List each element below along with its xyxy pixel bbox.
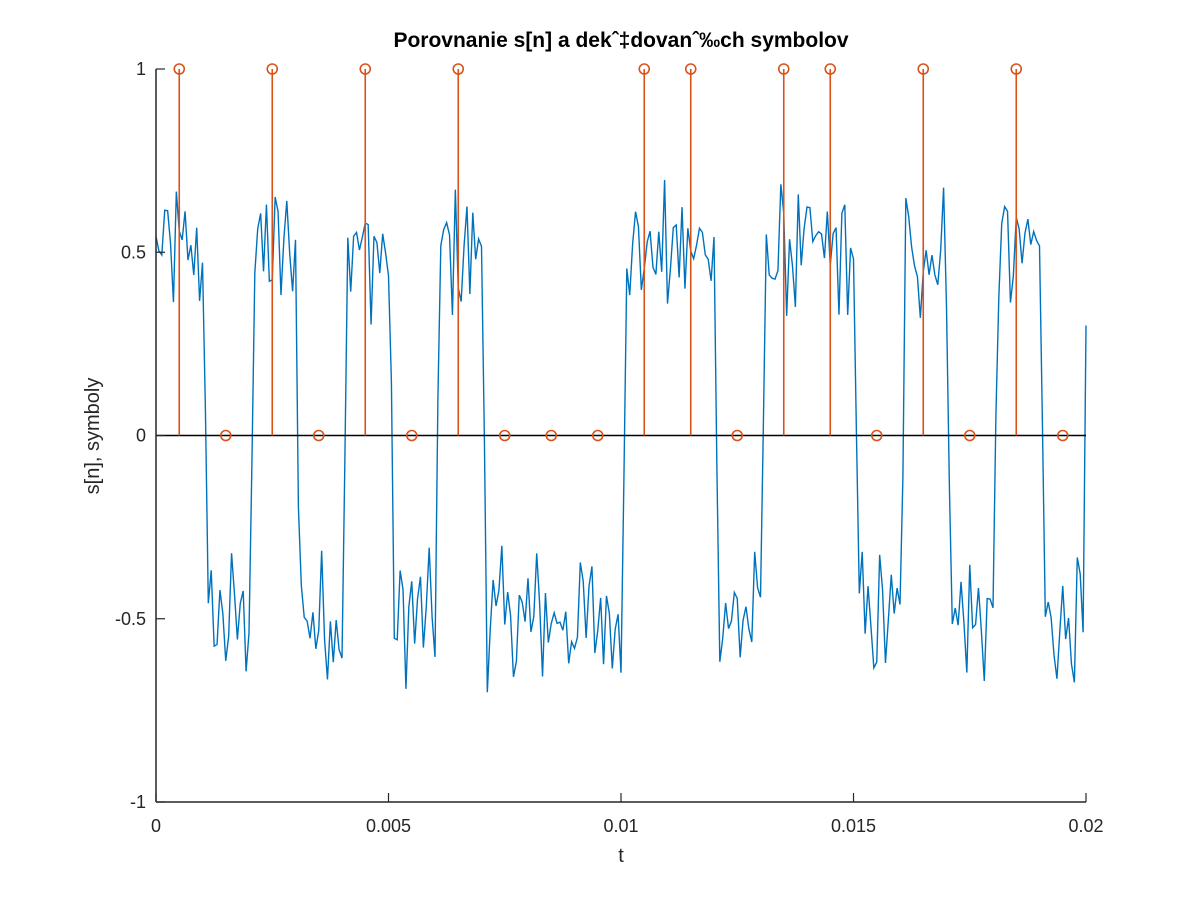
x-tick-label: 0.01 xyxy=(603,816,638,836)
x-tick-label: 0.005 xyxy=(366,816,411,836)
x-axis-label: t xyxy=(618,845,624,867)
symbol-marker xyxy=(777,63,790,75)
symbol-marker xyxy=(1056,429,1069,442)
signal-layer xyxy=(155,179,1087,693)
symbol-marker xyxy=(731,429,744,442)
x-tick-label: 0 xyxy=(151,816,161,836)
symbol-marker xyxy=(1010,63,1023,75)
symbol-marker xyxy=(917,63,930,75)
symbol-marker xyxy=(963,429,976,442)
plot-area: 0 0.005 0.01 0.015 0.02 -1 -0.5 0 0.5 1 xyxy=(115,59,1104,836)
symbol-marker xyxy=(452,63,465,75)
symbol-marker xyxy=(638,63,651,75)
symbol-marker xyxy=(545,429,558,442)
symbol-marker xyxy=(312,429,325,442)
ticks-layer: 0 0.005 0.01 0.015 0.02 -1 -0.5 0 0.5 1 xyxy=(115,59,1104,836)
y-tick-label: 0.5 xyxy=(121,242,146,262)
y-tick-label: 1 xyxy=(136,59,146,79)
y-axis-label: s[n], symboly xyxy=(82,378,104,495)
y-tick-label: -0.5 xyxy=(115,609,146,629)
symbol-marker xyxy=(591,429,604,442)
chart-title: Porovnanie s[n] a dekˆ‡dovanˆ‰ch symbolo… xyxy=(393,29,848,52)
symbol-marker xyxy=(173,63,186,75)
symbol-marker xyxy=(359,63,372,75)
symbol-stems-layer xyxy=(173,63,1069,442)
symbol-marker xyxy=(266,63,279,75)
symbol-marker xyxy=(870,429,883,442)
symbol-marker xyxy=(219,429,232,442)
symbol-marker xyxy=(498,429,511,442)
signal-line xyxy=(155,179,1087,693)
symbol-marker xyxy=(824,63,837,75)
symbol-marker xyxy=(405,429,418,442)
y-tick-label: -1 xyxy=(130,792,146,812)
symbol-marker xyxy=(684,63,697,75)
x-tick-label: 0.02 xyxy=(1068,816,1103,836)
y-tick-label: 0 xyxy=(136,426,146,446)
x-tick-label: 0.015 xyxy=(831,816,876,836)
